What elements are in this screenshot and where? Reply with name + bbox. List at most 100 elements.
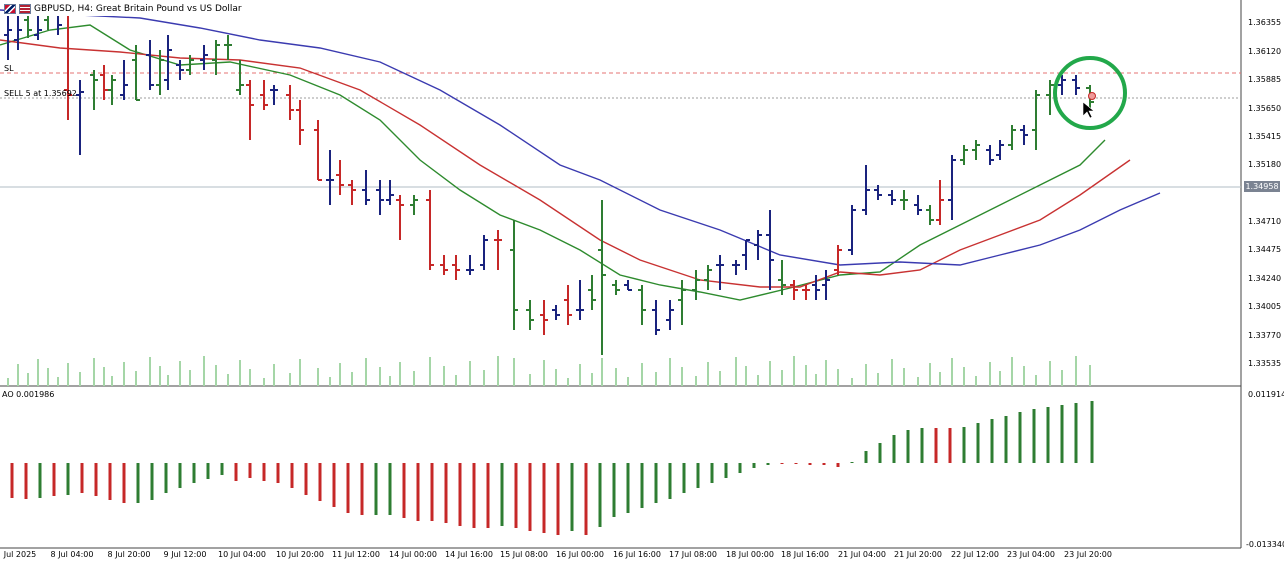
ao-histogram-bar <box>10 463 14 498</box>
ohlc-bar <box>480 235 488 270</box>
ohlc-bars <box>4 5 1094 355</box>
ao-histogram-bar <box>710 463 714 483</box>
ao-histogram-bar <box>402 463 406 518</box>
ohlc-bar <box>754 230 762 260</box>
ao-histogram-bar <box>570 463 574 531</box>
ohlc-bar <box>526 300 534 330</box>
ohlc-bar <box>612 280 620 295</box>
price-tick-label: 1.36355 <box>1248 18 1282 27</box>
ohlc-bar <box>900 190 908 210</box>
time-tick-label: 17 Jul 08:00 <box>669 550 717 559</box>
ohlc-bar <box>362 170 370 205</box>
ohlc-bar <box>4 10 12 60</box>
time-tick-label: 15 Jul 08:00 <box>500 550 548 559</box>
time-tick-label: 22 Jul 12:00 <box>951 550 999 559</box>
ohlc-bar <box>936 180 944 225</box>
ao-histogram-bar <box>654 463 658 503</box>
ao-indicator-label: AO 0.001986 <box>2 390 55 399</box>
ao-histogram-bar <box>612 463 616 517</box>
ao-histogram-bar <box>136 463 140 503</box>
ao-histogram-bar <box>682 463 686 493</box>
time-tick-label: 23 Jul 04:00 <box>1007 550 1055 559</box>
ao-histogram-bar <box>892 435 896 463</box>
usd-flag-icon <box>19 4 31 14</box>
symbol-title: GBPUSD, H4: Great Britain Pound vs US Do… <box>34 4 242 14</box>
ao-min-label: -0.013340 <box>1246 540 1284 549</box>
ohlc-bar <box>90 70 98 110</box>
ao-histogram-bar <box>920 428 924 463</box>
ohlc-bar <box>270 85 278 105</box>
ao-histogram-bar <box>626 463 630 513</box>
time-tick-label: 11 Jul 12:00 <box>332 550 380 559</box>
ohlc-bar <box>336 160 344 195</box>
ao-histogram-bar <box>458 463 462 526</box>
ao-histogram-bar <box>206 463 210 479</box>
ao-histogram-bar <box>696 463 700 488</box>
mouse-cursor-icon <box>1082 101 1095 119</box>
ao-histogram-bar <box>668 463 672 499</box>
ohlc-bar <box>224 35 232 60</box>
ohlc-bar <box>14 15 22 50</box>
ao-histogram-bar <box>1004 416 1008 463</box>
ohlc-bar <box>564 285 572 325</box>
ohlc-bar <box>76 80 84 155</box>
ao-histogram-bar <box>248 463 252 478</box>
ohlc-bar <box>212 40 220 75</box>
ao-histogram <box>10 401 1094 535</box>
ao-histogram-bar <box>878 443 882 463</box>
ohlc-bar <box>396 195 404 240</box>
ohlc-bar <box>822 270 830 300</box>
time-tick-label: 16 Jul 00:00 <box>556 550 604 559</box>
ao-histogram-bar <box>472 463 476 528</box>
ohlc-bar <box>314 120 322 181</box>
ohlc-bar <box>296 100 304 145</box>
price-tick-label: 1.36120 <box>1248 47 1282 56</box>
ao-histogram-bar <box>1032 409 1036 463</box>
ohlc-bar <box>598 200 606 355</box>
ohlc-bar <box>778 260 786 295</box>
ohlc-bar <box>812 275 820 300</box>
ao-histogram-bar <box>752 463 756 468</box>
ohlc-bar <box>834 245 842 275</box>
ma-mid-line <box>0 39 1131 288</box>
order-marker-icon <box>1088 92 1096 100</box>
ao-histogram-bar <box>150 463 154 500</box>
time-tick-label: 21 Jul 20:00 <box>894 550 942 559</box>
ao-histogram-bar <box>486 463 490 528</box>
price-tick-label: 1.33535 <box>1248 359 1282 368</box>
ao-histogram-bar <box>1046 407 1050 463</box>
ohlc-bar <box>948 155 956 220</box>
ao-histogram-bar <box>332 463 336 507</box>
current-price-badge: 1.34958 <box>1244 181 1280 192</box>
ao-histogram-bar <box>1090 401 1094 463</box>
ma-fast-line <box>0 24 1106 301</box>
volume-bars <box>7 356 1091 386</box>
price-tick-label: 1.35885 <box>1248 75 1282 84</box>
ohlc-bar <box>146 40 154 90</box>
ohlc-bar <box>164 35 172 90</box>
ohlc-bar <box>186 55 194 75</box>
time-tick-label: 8 Jul 20:00 <box>107 550 151 559</box>
ohlc-bar <box>540 300 548 335</box>
time-tick-label: 14 Jul 00:00 <box>389 550 437 559</box>
time-tick-label: 14 Jul 16:00 <box>445 550 493 559</box>
ohlc-bar <box>986 145 994 165</box>
ao-histogram-bar <box>514 463 518 528</box>
ohlc-bar <box>466 255 474 275</box>
ao-histogram-bar <box>360 463 364 515</box>
ohlc-bar <box>34 15 42 40</box>
ohlc-bar <box>236 60 244 95</box>
highlight-circle <box>1053 56 1127 130</box>
time-tick-label: 23 Jul 20:00 <box>1064 550 1112 559</box>
sell-order-label[interactable]: SELL 5 at 1.35692 <box>4 89 77 98</box>
ohlc-bar <box>576 280 584 320</box>
ao-histogram-bar <box>192 463 196 483</box>
ohlc-bar <box>1020 125 1028 145</box>
ohlc-bar <box>996 140 1004 160</box>
sl-label[interactable]: SL <box>4 64 14 73</box>
ohlc-bar <box>624 280 632 291</box>
price-tick-label: 1.34240 <box>1248 274 1282 283</box>
ao-histogram-bar <box>976 423 980 463</box>
